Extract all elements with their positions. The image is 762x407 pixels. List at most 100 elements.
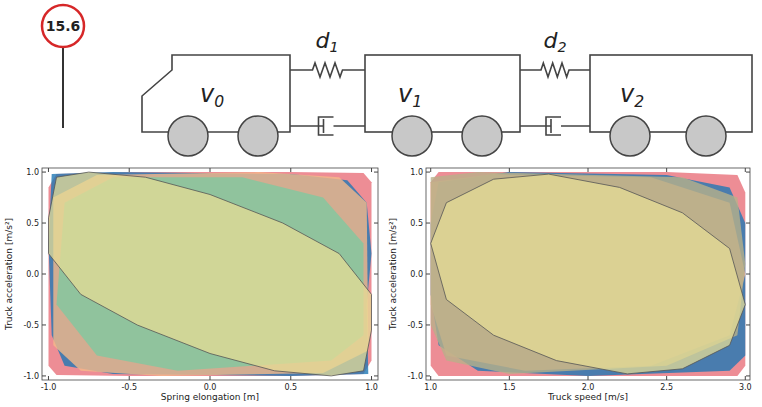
y-tick-label: 1.0 bbox=[26, 168, 39, 177]
y-tick bbox=[746, 274, 750, 275]
symbol: v bbox=[620, 80, 635, 108]
y-tick bbox=[426, 375, 430, 376]
y-tick bbox=[426, 172, 430, 173]
y-tick-label: -1.0 bbox=[407, 372, 423, 381]
subscript: 1 bbox=[329, 39, 338, 55]
y-tick-label: -0.5 bbox=[23, 321, 39, 330]
region bbox=[431, 172, 746, 376]
x-tick bbox=[509, 168, 510, 172]
x-tick bbox=[48, 376, 49, 380]
x-axis-title: Truck speed [m/s] bbox=[547, 392, 628, 402]
symbol: v bbox=[200, 80, 215, 108]
x-tick bbox=[588, 376, 589, 380]
y-tick-label: 0.5 bbox=[410, 219, 423, 228]
x-tick-label: 1.0 bbox=[365, 383, 378, 392]
wheel bbox=[168, 116, 208, 156]
x-tick-label: 0.0 bbox=[204, 383, 217, 392]
chart-panel: -1.0-0.50.00.51.0-1.0-0.50.00.51.0Spring… bbox=[4, 168, 378, 402]
truck-diagram: 15.6v0v1v2d1d2 bbox=[42, 5, 752, 156]
symbol-label: v2 bbox=[620, 80, 644, 111]
x-tick bbox=[430, 376, 431, 380]
plot-frame bbox=[426, 168, 750, 380]
symbol: d bbox=[543, 28, 558, 53]
trailer-box bbox=[365, 55, 520, 132]
symbol-label: d2 bbox=[543, 28, 566, 55]
wheel bbox=[610, 116, 650, 156]
subscript: 1 bbox=[412, 93, 422, 111]
spring bbox=[290, 63, 365, 77]
wheel bbox=[462, 116, 502, 156]
x-tick-label: 0.5 bbox=[284, 383, 297, 392]
y-tick bbox=[426, 274, 430, 275]
x-tick bbox=[210, 168, 211, 172]
subscript: 2 bbox=[557, 39, 566, 55]
sign-circle bbox=[42, 5, 84, 47]
y-tick bbox=[426, 324, 430, 325]
x-tick-label: 3.0 bbox=[739, 383, 752, 392]
region bbox=[431, 172, 746, 374]
x-tick bbox=[129, 376, 130, 380]
y-tick-label: -1.0 bbox=[23, 372, 39, 381]
y-axis-title: Truck acceleration [m/s²] bbox=[4, 218, 14, 331]
x-tick bbox=[48, 168, 49, 172]
y-tick bbox=[746, 375, 750, 376]
y-tick bbox=[746, 172, 750, 173]
trailer-box bbox=[590, 55, 752, 132]
x-tick-label: -0.5 bbox=[121, 383, 137, 392]
wheel bbox=[392, 116, 432, 156]
y-tick bbox=[42, 274, 46, 275]
plot-background bbox=[42, 168, 378, 380]
wheel bbox=[238, 116, 278, 156]
plot-frame bbox=[42, 168, 378, 380]
y-tick-label: 0.5 bbox=[26, 219, 39, 228]
x-tick bbox=[210, 376, 211, 380]
symbol: d bbox=[315, 28, 330, 53]
spring bbox=[520, 63, 590, 77]
x-tick bbox=[371, 376, 372, 380]
y-tick bbox=[746, 223, 750, 224]
region bbox=[431, 174, 746, 374]
x-tick bbox=[371, 168, 372, 172]
y-tick bbox=[374, 375, 378, 376]
x-tick bbox=[745, 376, 746, 380]
y-tick bbox=[374, 274, 378, 275]
figure: 15.6v0v1v2d1d2-1.0-0.50.00.51.0-1.0-0.50… bbox=[0, 0, 762, 407]
damper bbox=[319, 117, 366, 135]
y-tick-label: 0.0 bbox=[410, 270, 423, 279]
x-axis-title: Spring elongation [m] bbox=[161, 392, 259, 402]
sign-text: 15.6 bbox=[46, 18, 81, 34]
y-tick bbox=[426, 223, 430, 224]
symbol-label: v0 bbox=[200, 80, 224, 111]
x-tick bbox=[129, 168, 130, 172]
x-tick bbox=[666, 376, 667, 380]
x-tick bbox=[290, 168, 291, 172]
y-tick bbox=[746, 324, 750, 325]
wheel bbox=[686, 116, 726, 156]
subscript: 0 bbox=[214, 93, 224, 111]
x-tick-label: 1.0 bbox=[424, 383, 437, 392]
x-tick bbox=[290, 376, 291, 380]
y-tick-label: -0.5 bbox=[407, 321, 423, 330]
damper bbox=[546, 117, 590, 135]
y-tick bbox=[374, 324, 378, 325]
y-axis-title: Truck acceleration [m/s²] bbox=[388, 218, 398, 331]
region bbox=[431, 172, 746, 376]
y-tick bbox=[42, 375, 46, 376]
region bbox=[49, 172, 372, 376]
sign-pole bbox=[62, 47, 64, 128]
y-tick bbox=[374, 223, 378, 224]
chart-panel: 1.01.52.02.53.0-1.0-0.50.00.51.0Truck sp… bbox=[388, 168, 752, 402]
region bbox=[49, 172, 372, 376]
x-tick-label: 2.5 bbox=[660, 383, 673, 392]
x-tick-label: 2.0 bbox=[582, 383, 595, 392]
plot-background bbox=[426, 168, 750, 380]
plot-area bbox=[431, 172, 746, 376]
x-tick-label: -1.0 bbox=[41, 383, 57, 392]
x-tick bbox=[588, 168, 589, 172]
symbol-label: d1 bbox=[315, 28, 338, 55]
x-tick bbox=[509, 376, 510, 380]
subscript: 2 bbox=[634, 93, 644, 111]
x-tick-label: 1.5 bbox=[503, 383, 516, 392]
y-tick bbox=[42, 324, 46, 325]
y-tick bbox=[42, 172, 46, 173]
